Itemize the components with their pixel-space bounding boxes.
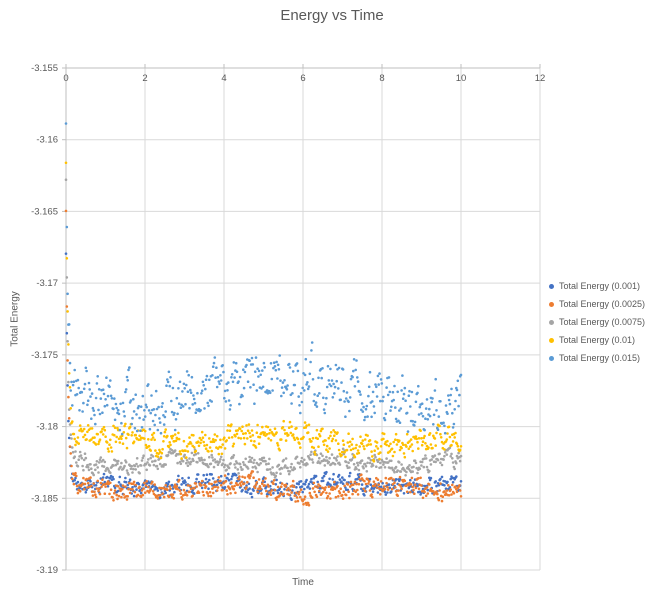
x-tick-label: 2 [142, 73, 147, 84]
series-points-4 [64, 122, 463, 436]
legend-label: Total Energy (0.01) [559, 335, 636, 345]
legend-marker-icon [549, 319, 554, 325]
x-tick-label: 10 [456, 73, 467, 84]
y-tick-label: -3.17 [36, 278, 58, 289]
legend-item[interactable]: Total Energy (0.001) [549, 277, 645, 295]
x-tick-label: 4 [221, 73, 226, 84]
legend-item[interactable]: Total Energy (0.015) [549, 349, 645, 367]
legend-marker-icon [549, 337, 554, 343]
y-axis-title: Total Energy [9, 291, 21, 347]
legend-marker-icon [549, 301, 554, 307]
legend-label: Total Energy (0.015) [559, 353, 641, 363]
x-tick-label: 0 [63, 73, 68, 84]
legend-label: Total Energy (0.0025) [559, 299, 646, 309]
legend-item[interactable]: Total Energy (0.01) [549, 331, 645, 349]
y-tick-label: -3.175 [31, 350, 58, 361]
y-tick-label: -3.165 [31, 206, 58, 217]
x-tick-label: 8 [379, 73, 384, 84]
x-axis-title: Time [292, 577, 314, 588]
series-points-1 [64, 209, 463, 507]
x-tick-label: 12 [535, 73, 546, 84]
series-points-3 [64, 161, 463, 463]
y-tick-label: -3.155 [31, 63, 58, 74]
x-tick-label: 6 [300, 73, 305, 84]
legend: Total Energy (0.001) Total Energy (0.002… [549, 277, 645, 367]
y-tick-label: -3.185 [31, 493, 58, 504]
legend-label: Total Energy (0.001) [559, 281, 641, 291]
legend-item[interactable]: Total Energy (0.0025) [549, 295, 645, 313]
y-tick-label: -3.19 [36, 565, 58, 576]
y-tick-label: -3.16 [36, 135, 58, 146]
legend-marker-icon [549, 355, 554, 361]
chart-title: Energy vs Time [280, 7, 384, 24]
legend-item[interactable]: Total Energy (0.0075) [549, 313, 645, 331]
series-points-2 [64, 178, 463, 479]
legend-marker-icon [549, 283, 554, 289]
legend-label: Total Energy (0.0075) [559, 317, 646, 327]
y-tick-label: -3.18 [36, 422, 58, 433]
